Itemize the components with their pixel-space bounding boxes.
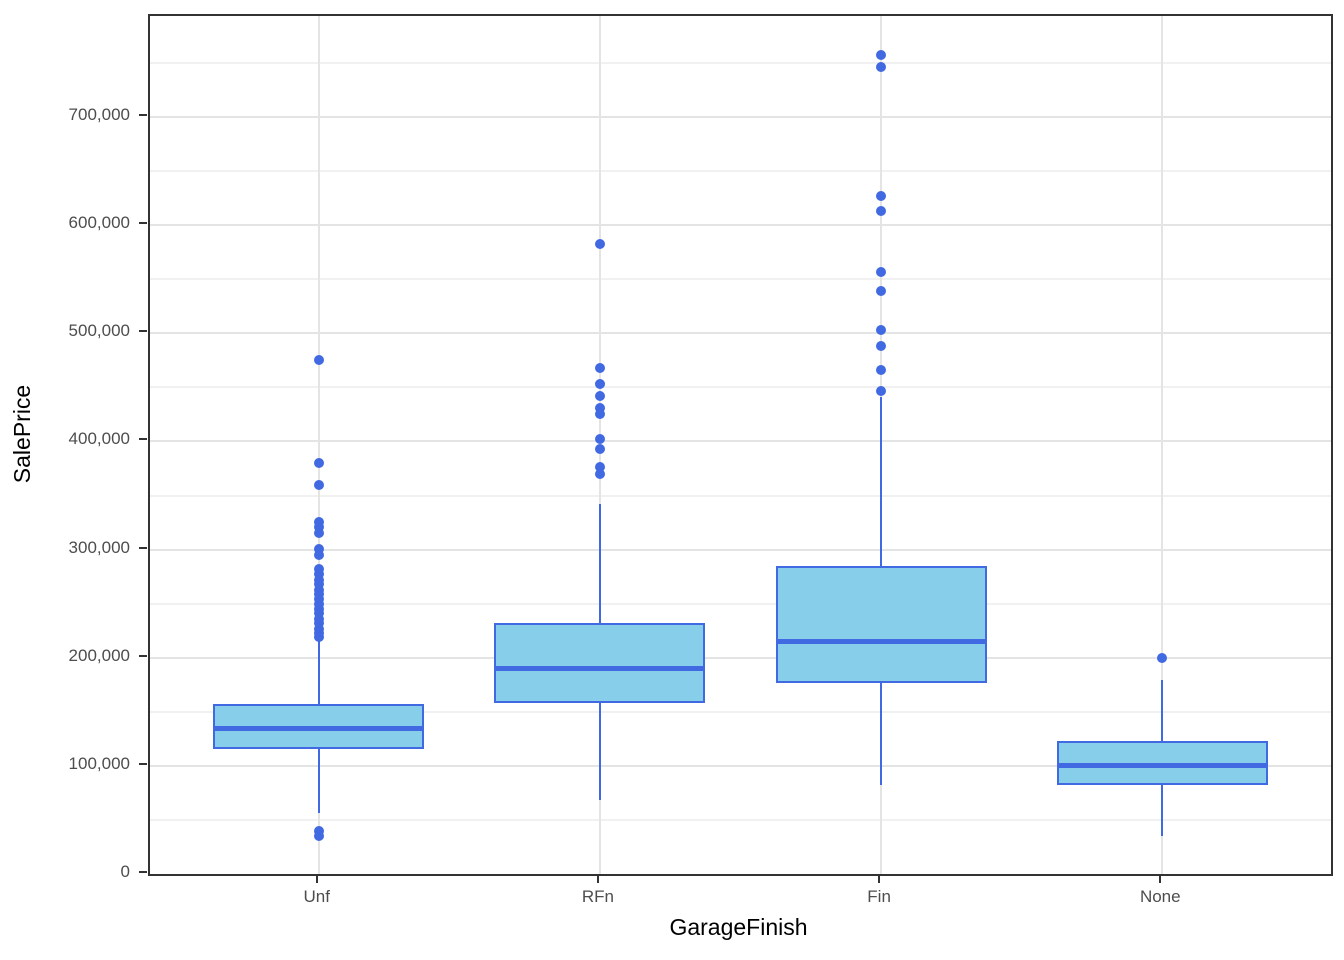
y-tick-mark xyxy=(139,438,147,441)
outlier-point xyxy=(594,391,605,402)
y-tick-mark xyxy=(139,114,147,117)
box xyxy=(1056,741,1268,786)
outlier-point xyxy=(876,341,887,352)
x-tick-mark xyxy=(596,875,599,883)
y-tick-mark xyxy=(139,871,147,873)
y-tick-label: 400,000 xyxy=(68,429,130,449)
outlier-point xyxy=(313,569,324,580)
gridline-minor xyxy=(150,386,1331,389)
box xyxy=(775,565,987,683)
y-tick-mark xyxy=(139,222,147,225)
x-tick-label: Unf xyxy=(303,887,330,906)
outlier-point xyxy=(876,62,887,73)
outlier-point xyxy=(313,618,324,629)
outlier-point xyxy=(876,191,887,202)
gridline-major xyxy=(150,764,1331,767)
outlier-point xyxy=(313,479,324,490)
x-tick-mark xyxy=(878,875,881,883)
gridline-minor xyxy=(150,278,1331,281)
x-tick-label: RFn xyxy=(581,887,614,906)
gridline-minor xyxy=(150,602,1331,605)
outlier-point xyxy=(313,564,324,575)
y-tick-mark xyxy=(139,654,147,657)
gridline-minor xyxy=(150,818,1331,821)
median-line xyxy=(1056,763,1268,769)
outlier-point xyxy=(594,468,605,479)
y-tick-mark xyxy=(139,546,147,549)
plot-panel xyxy=(148,14,1333,876)
outlier-point xyxy=(594,409,605,420)
outlier-point xyxy=(313,521,324,532)
y-tick-label: 700,000 xyxy=(68,105,130,125)
x-tick-label: None xyxy=(1139,887,1181,906)
outlier-point xyxy=(313,516,324,527)
outlier-point xyxy=(313,831,324,842)
outlier-point xyxy=(1157,652,1168,663)
outlier-point xyxy=(594,444,605,455)
gridline-minor xyxy=(150,62,1331,65)
gridline-vertical-major xyxy=(317,16,320,874)
y-tick-label: 200,000 xyxy=(68,645,130,665)
x-axis-title: GarageFinish xyxy=(669,914,808,940)
outlier-point xyxy=(876,325,887,336)
gridline-major xyxy=(150,548,1331,551)
outlier-point xyxy=(313,458,324,469)
x-tick-label: Fin xyxy=(867,887,891,906)
outlier-point xyxy=(594,379,605,390)
gridline-minor xyxy=(150,170,1331,173)
gridline-major xyxy=(150,656,1331,659)
gridline-minor xyxy=(150,494,1331,497)
x-tick-mark xyxy=(1159,875,1162,883)
y-tick-label: 0 xyxy=(120,862,130,881)
y-tick-mark xyxy=(139,330,147,333)
outlier-point xyxy=(313,632,324,643)
outlier-point xyxy=(313,355,324,366)
y-tick-label: 500,000 xyxy=(68,321,130,341)
outlier-point xyxy=(313,528,324,539)
y-tick-label: 600,000 xyxy=(68,213,130,233)
box xyxy=(494,623,706,704)
outlier-point xyxy=(313,825,324,836)
gridline-major xyxy=(150,116,1331,119)
outlier-point xyxy=(594,462,605,473)
outlier-point xyxy=(594,238,605,249)
gridline-minor xyxy=(150,710,1331,713)
outlier-point xyxy=(594,402,605,413)
median-line xyxy=(775,639,987,645)
outlier-point xyxy=(876,286,887,297)
gridline-vertical-major xyxy=(1161,16,1164,874)
outlier-point xyxy=(876,385,887,396)
y-tick-label: 100,000 xyxy=(68,753,130,773)
gridline-major xyxy=(150,224,1331,227)
outlier-point xyxy=(313,598,324,609)
outlier-point xyxy=(313,608,324,619)
outlier-point xyxy=(313,543,324,554)
gridline-major xyxy=(150,440,1331,443)
median-line xyxy=(213,725,425,731)
outlier-point xyxy=(876,206,887,217)
outlier-point xyxy=(313,550,324,561)
gridline-major xyxy=(150,332,1331,335)
outlier-point xyxy=(313,579,324,590)
x-tick-mark xyxy=(315,875,318,883)
y-tick-label: 300,000 xyxy=(68,537,130,557)
outlier-point xyxy=(313,588,324,599)
median-line xyxy=(494,666,706,672)
y-tick-mark xyxy=(139,762,147,765)
outlier-point xyxy=(876,266,887,277)
outlier-point xyxy=(594,434,605,445)
outlier-point xyxy=(876,365,887,376)
outlier-point xyxy=(876,50,887,61)
outlier-point xyxy=(594,362,605,373)
